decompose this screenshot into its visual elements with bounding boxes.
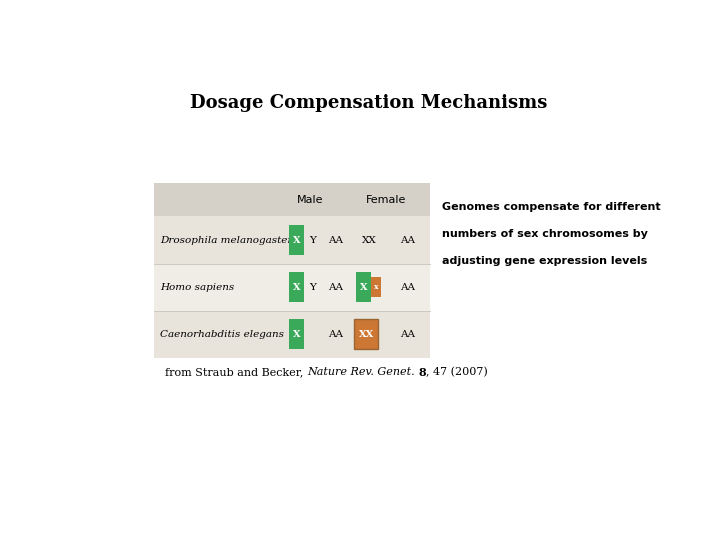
Text: AA: AA xyxy=(400,235,415,245)
Bar xyxy=(356,272,372,302)
Text: Female: Female xyxy=(366,195,406,205)
Text: X: X xyxy=(359,283,367,292)
Bar xyxy=(154,311,431,358)
Text: Drosophila melanogaster: Drosophila melanogaster xyxy=(160,235,292,245)
Text: Genomes compensate for different: Genomes compensate for different xyxy=(441,202,660,212)
Text: x: x xyxy=(374,283,379,291)
Text: AA: AA xyxy=(328,330,343,339)
Text: Dosage Compensation Mechanisms: Dosage Compensation Mechanisms xyxy=(190,94,548,112)
Bar xyxy=(289,225,305,255)
Bar xyxy=(154,183,431,358)
Text: AA: AA xyxy=(400,283,415,292)
Bar xyxy=(354,319,378,349)
Text: adjusting gene expression levels: adjusting gene expression levels xyxy=(441,256,647,266)
Bar xyxy=(372,277,382,297)
Bar xyxy=(154,183,431,217)
Text: 8: 8 xyxy=(415,367,426,378)
Bar xyxy=(289,272,305,302)
Text: X: X xyxy=(292,283,300,292)
Text: AA: AA xyxy=(328,235,343,245)
Text: XX: XX xyxy=(361,235,377,245)
Text: Caenorhabditis elegans: Caenorhabditis elegans xyxy=(160,330,284,339)
Text: X: X xyxy=(292,235,300,245)
Text: Homo sapiens: Homo sapiens xyxy=(160,283,234,292)
Text: Y: Y xyxy=(309,235,315,245)
Text: Y: Y xyxy=(309,283,315,292)
Text: X: X xyxy=(292,330,300,339)
Bar xyxy=(154,217,431,264)
Text: AA: AA xyxy=(400,330,415,339)
Text: XX: XX xyxy=(359,330,374,339)
Text: Male: Male xyxy=(297,195,324,205)
Text: numbers of sex chromosomes by: numbers of sex chromosomes by xyxy=(441,229,647,239)
Text: Nature Rev. Genet.: Nature Rev. Genet. xyxy=(307,368,415,377)
Bar xyxy=(289,319,305,349)
Bar xyxy=(154,264,431,311)
Text: from Straub and Becker,: from Straub and Becker, xyxy=(166,368,307,377)
Text: AA: AA xyxy=(328,283,343,292)
Text: , 47 (2007): , 47 (2007) xyxy=(426,367,488,377)
